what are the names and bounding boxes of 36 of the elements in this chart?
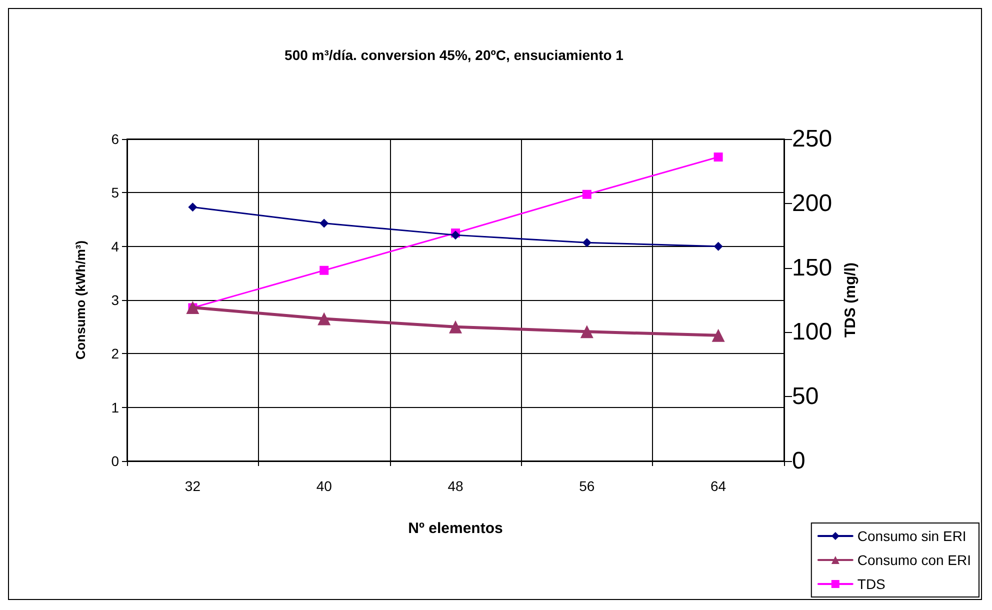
y2-tick-label: 250 [792, 126, 832, 152]
chart-title: 500 m³/día. conversion 45%, 20ºC, ensuciamiento 1 [284, 47, 624, 63]
x-tick-label: 64 [710, 478, 726, 494]
point [580, 325, 594, 338]
point [320, 218, 329, 228]
legend-label: Consumo con ERI [857, 552, 972, 568]
point [318, 312, 331, 326]
y-tick-label: 6 [111, 131, 120, 147]
x-tick-label: 56 [579, 478, 595, 494]
y-tick-label: 4 [111, 238, 120, 254]
y2-tick-label: 200 [792, 190, 832, 217]
x-tick-label: 48 [448, 478, 464, 494]
x-axis-title: Nº elementos [408, 520, 503, 537]
point [714, 242, 723, 251]
point [188, 202, 198, 212]
x-tick-label: 32 [184, 478, 201, 494]
y2-tick-label: 100 [792, 318, 832, 346]
point [714, 152, 723, 162]
y-tick-label: 0 [111, 453, 120, 469]
legend-label: TDS [857, 576, 886, 592]
y2-tick-label: 50 [792, 383, 819, 410]
point [449, 320, 462, 334]
x-tick-label: 40 [316, 478, 332, 494]
point [582, 190, 592, 199]
y2-axis-title: TDS (mg/l) [842, 262, 859, 338]
point [320, 266, 329, 275]
y-axis-title: Consumo (kWh/m³) [73, 240, 88, 360]
y-tick-label: 5 [111, 184, 120, 201]
y-tick-label: 3 [111, 292, 120, 308]
y-tick-label: 1 [111, 399, 120, 416]
point [712, 328, 725, 342]
legend-label: Consumo sin ERI [857, 528, 966, 544]
y2-tick-label: 150 [792, 254, 832, 282]
y2-tick-label: 0 [792, 448, 806, 474]
y-tick-label: 2 [111, 346, 120, 362]
point [582, 238, 592, 248]
